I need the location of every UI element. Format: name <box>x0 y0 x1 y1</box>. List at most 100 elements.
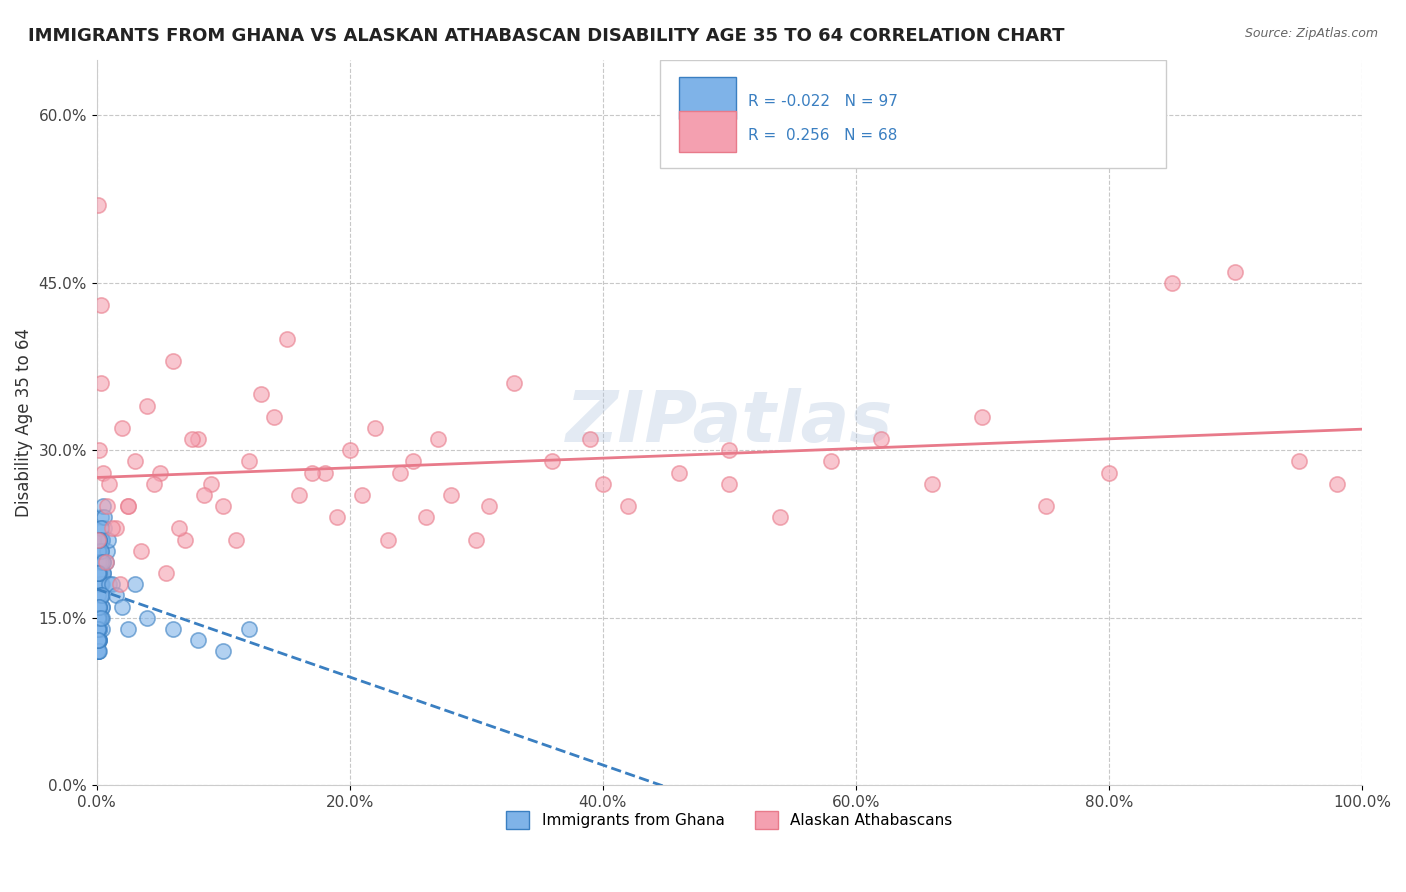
Point <box>90 599 112 614</box>
Point <box>87 622 110 636</box>
Point <box>415 510 437 524</box>
Point <box>90 521 112 535</box>
Text: R =  0.256   N = 68: R = 0.256 N = 68 <box>748 128 898 143</box>
Point <box>668 466 690 480</box>
Point <box>87 610 110 624</box>
Point <box>90 588 112 602</box>
Point <box>142 476 165 491</box>
Point <box>87 622 110 636</box>
Point <box>402 454 425 468</box>
Point <box>352 488 374 502</box>
Point <box>377 533 399 547</box>
Point <box>1098 466 1121 480</box>
Point <box>87 566 110 580</box>
Point <box>155 566 177 580</box>
Point <box>89 543 111 558</box>
Point <box>276 332 298 346</box>
Point <box>288 488 311 502</box>
Y-axis label: Disability Age 35 to 64: Disability Age 35 to 64 <box>15 328 32 516</box>
Point <box>326 510 349 524</box>
Point <box>89 566 111 580</box>
Point <box>87 555 110 569</box>
Point <box>87 632 110 647</box>
Point <box>89 632 111 647</box>
Point <box>87 644 110 658</box>
Point <box>1225 265 1247 279</box>
Point <box>225 533 247 547</box>
Point <box>90 376 112 391</box>
Point <box>187 432 209 446</box>
Point <box>117 499 139 513</box>
Point <box>87 644 110 658</box>
Point <box>87 566 110 580</box>
Point <box>136 399 159 413</box>
Point <box>972 409 994 424</box>
Point <box>89 632 111 647</box>
Text: Source: ZipAtlas.com: Source: ZipAtlas.com <box>1244 27 1378 40</box>
Point <box>91 555 114 569</box>
Point <box>820 454 842 468</box>
Point <box>187 632 209 647</box>
Point <box>238 454 260 468</box>
Point <box>89 543 111 558</box>
Point <box>769 510 792 524</box>
Point <box>89 566 111 580</box>
Point <box>91 566 114 580</box>
Point <box>136 610 159 624</box>
Point <box>1161 276 1184 290</box>
Point <box>238 622 260 636</box>
Point <box>174 533 197 547</box>
Text: IMMIGRANTS FROM GHANA VS ALASKAN ATHABASCAN DISABILITY AGE 35 TO 64 CORRELATION : IMMIGRANTS FROM GHANA VS ALASKAN ATHABAS… <box>28 27 1064 45</box>
Point <box>89 610 111 624</box>
Point <box>90 543 112 558</box>
Point <box>90 588 112 602</box>
Point <box>212 499 235 513</box>
Point <box>89 610 111 624</box>
Point <box>921 476 943 491</box>
Point <box>617 499 640 513</box>
Point <box>1288 454 1310 468</box>
Point <box>427 432 450 446</box>
Point <box>87 588 110 602</box>
Point <box>89 577 111 591</box>
Point <box>465 533 488 547</box>
Point <box>87 610 110 624</box>
Point <box>87 566 110 580</box>
Point <box>91 566 114 580</box>
Point <box>89 577 111 591</box>
Point <box>89 443 111 458</box>
Point <box>91 466 114 480</box>
Point <box>101 577 124 591</box>
Point <box>87 588 110 602</box>
Point <box>1035 499 1057 513</box>
Point <box>870 432 893 446</box>
Point <box>104 521 127 535</box>
Point <box>90 577 112 591</box>
Point <box>478 499 501 513</box>
Point <box>89 555 111 569</box>
Point <box>94 555 117 569</box>
Point <box>90 588 112 602</box>
Point <box>87 543 110 558</box>
Point <box>212 644 235 658</box>
Point <box>89 555 111 569</box>
Point <box>98 476 121 491</box>
Point <box>91 555 114 569</box>
Point <box>87 197 110 211</box>
Point <box>87 644 110 658</box>
Point <box>193 488 215 502</box>
Point <box>90 622 112 636</box>
Point <box>89 533 111 547</box>
Point <box>90 577 112 591</box>
Point <box>579 432 602 446</box>
Point <box>503 376 526 391</box>
Point <box>90 588 112 602</box>
Point <box>94 555 117 569</box>
Point <box>87 599 110 614</box>
Point <box>124 454 146 468</box>
Point <box>90 610 112 624</box>
Point <box>162 354 184 368</box>
Point <box>592 476 614 491</box>
Point <box>96 543 118 558</box>
Point <box>87 577 110 591</box>
